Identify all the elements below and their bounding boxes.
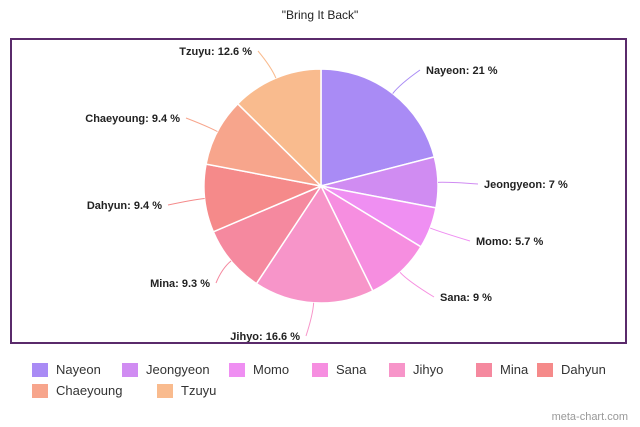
legend-item-mina: Mina	[476, 362, 528, 377]
legend-item-dahyun: Dahyun	[537, 362, 606, 377]
data-label-chaeyoung: Chaeyoung: 9.4 %	[85, 113, 180, 125]
legend-item-sana: Sana	[312, 362, 366, 377]
data-label-dahyun: Dahyun: 9.4 %	[87, 200, 162, 212]
legend-item-jihyo: Jihyo	[389, 362, 443, 377]
legend-swatch	[389, 362, 405, 377]
leader-line-mina	[215, 260, 232, 284]
legend-item-tzuyu: Tzuyu	[157, 383, 216, 398]
legend-label: Jihyo	[413, 362, 444, 377]
legend-label: Mina	[500, 362, 529, 377]
leader-line-nayeon	[392, 69, 421, 94]
leader-line-chaeyoung	[185, 117, 218, 133]
data-label-jihyo: Jihyo: 16.6 %	[230, 331, 300, 342]
legend-swatch	[312, 362, 328, 377]
pie-chart: Nayeon: 21 % Jeongyeon: 7 % Momo: 5.7 % San…	[85, 46, 568, 342]
legend-label: Dahyun	[561, 362, 606, 377]
data-label-jeongyeon: Jeongyeon: 7 %	[484, 179, 568, 191]
legend-label: Jeongyeon	[146, 362, 210, 377]
pie-slice-tzuyu	[236, 68, 322, 188]
legend-swatch	[476, 362, 492, 377]
legend-swatch	[537, 362, 553, 377]
pie-slice-nayeon	[320, 68, 436, 187]
leader-line-sana	[399, 271, 435, 298]
watermark: meta-chart.com	[551, 411, 628, 423]
legend-label: Nayeon	[56, 362, 101, 377]
leader-line-tzuyu	[257, 50, 277, 79]
legend-label: Momo	[253, 362, 290, 377]
data-label-mina: Mina: 9.3 %	[150, 278, 210, 290]
legend-item-jeongyeon: Jeongyeon	[122, 362, 210, 377]
legend-swatch	[122, 362, 138, 377]
data-label-momo: Momo: 5.7 %	[476, 236, 543, 248]
data-label-tzuyu: Tzuyu: 12.6 %	[179, 46, 252, 58]
chart-title: "Bring It Back"	[281, 8, 359, 22]
leader-line-momo	[430, 227, 471, 242]
leader-line-jeongyeon	[437, 181, 479, 185]
legend-item-chaeyoung: Chaeyoung	[32, 383, 123, 398]
data-label-nayeon: Nayeon: 21 %	[426, 65, 498, 77]
legend: Nayeon Jeongyeon Momo Sana Jihyo Mina Dahyun C…	[32, 362, 632, 404]
legend-label: Chaeyoung	[56, 383, 123, 398]
legend-label: Tzuyu	[181, 383, 217, 398]
plot-area: Nayeon: 21 % Jeongyeon: 7 % Momo: 5.7 % San…	[10, 38, 627, 344]
leader-line-jihyo	[305, 302, 315, 337]
legend-swatch	[32, 383, 48, 398]
legend-row: Chaeyoung Tzuyu	[32, 383, 632, 404]
legend-label: Sana	[336, 362, 367, 377]
legend-swatch	[32, 362, 48, 377]
legend-row: Nayeon Jeongyeon Momo Sana Jihyo Mina Dahyun	[32, 362, 632, 383]
legend-swatch	[157, 383, 173, 398]
legend-item-momo: Momo	[229, 362, 289, 377]
legend-swatch	[229, 362, 245, 377]
legend-item-nayeon: Nayeon	[32, 362, 101, 377]
data-label-sana: Sana: 9 %	[440, 292, 492, 304]
leader-line-dahyun	[167, 197, 205, 206]
